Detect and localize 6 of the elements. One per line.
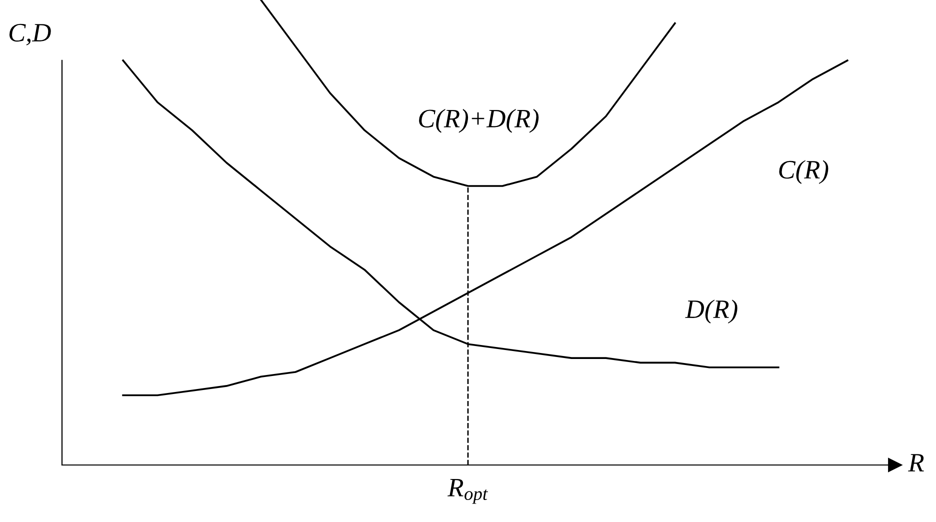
x-axis-title: R (908, 454, 924, 472)
series-label: D(R) (685, 300, 738, 324)
series-label: C(R)+D(R) (419, 108, 539, 133)
series-label: C(R) (779, 160, 828, 184)
text: R$_{opt}$ (448, 478, 488, 504)
y-axis-title: C,D (9, 24, 51, 46)
